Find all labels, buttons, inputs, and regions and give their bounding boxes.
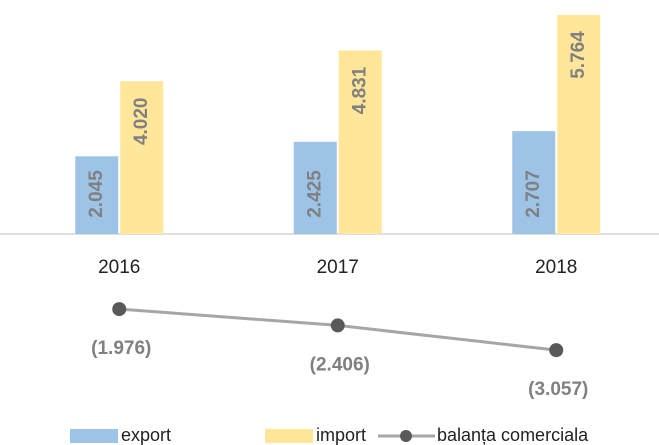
data-label: (2.406) — [310, 354, 370, 375]
data-label: 2.707 — [523, 170, 544, 218]
data-label: (3.057) — [528, 379, 588, 400]
data-label: 5.764 — [568, 31, 589, 79]
bar — [557, 15, 601, 234]
legend-label: import — [316, 425, 366, 445]
legend-label: export — [121, 425, 171, 445]
legend-label: balanța comerciala — [437, 425, 589, 445]
line-marker — [330, 318, 345, 333]
x-tick-label: 2018 — [535, 257, 577, 278]
bar — [120, 81, 164, 234]
line-marker — [112, 302, 127, 317]
data-label: 4.020 — [131, 97, 152, 145]
x-tick-label: 2016 — [98, 257, 140, 278]
data-label: (1.976) — [91, 338, 151, 359]
bar — [338, 50, 382, 234]
legend-swatch — [70, 429, 118, 443]
bar — [293, 141, 337, 234]
data-label: 4.831 — [349, 66, 370, 114]
data-label: 2.425 — [304, 170, 325, 218]
legend-marker — [400, 430, 412, 442]
bar — [75, 156, 119, 234]
x-tick-label: 2017 — [317, 257, 359, 278]
line-marker — [549, 343, 564, 358]
bar — [512, 131, 556, 234]
data-label: 2.045 — [86, 170, 107, 218]
legend-swatch — [265, 429, 313, 443]
